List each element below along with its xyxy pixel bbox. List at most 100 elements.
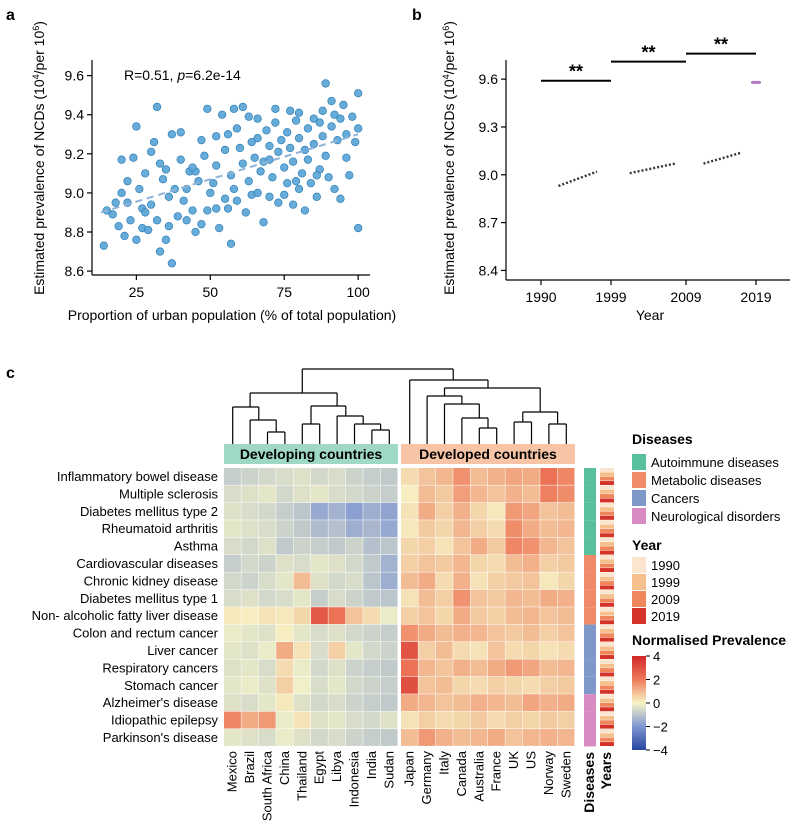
scatter-point [312,192,321,201]
heatmap-cell [488,729,505,746]
heatmap-cell [258,676,276,694]
heatmap-cell [328,537,346,555]
panel-b-y-tick-label: 9.3 [479,119,499,135]
heatmap-cell [276,711,294,729]
row-label: Cardiovascular diseases [76,556,218,571]
scatter-point [274,198,283,207]
heatmap-cell [401,676,418,694]
scatter-point [297,169,307,178]
scatter-point [327,122,336,131]
year-cell [600,628,614,633]
legend-label-y2009: 2009 [651,592,680,607]
scatter-point [200,151,209,160]
year-cell [600,659,614,664]
panel-a-scatter: Estimated prevalence of NCDs (104/per 10… [31,21,396,323]
row-label: Asthma [174,539,219,554]
scatter-point [303,124,313,133]
heatmap-cell [540,555,558,572]
panel-a-x-tick-label: 25 [129,284,145,300]
panel-a-annotation: R=0.51, p=6.2e-14 [124,67,241,83]
heatmap-cell [505,468,523,485]
scatter-point [253,134,262,143]
panel-a-x-ticks: 25 50 75 100 [129,275,370,300]
heatmap-cell [380,502,398,520]
row-label: Colon and rectum cancer [73,626,219,641]
panel-b-xlabel: Year [636,307,665,323]
year-cell [600,515,614,520]
year-cell [600,559,614,564]
heatmap-cell [293,676,311,694]
scatter-point [161,235,171,244]
heatmap-cell [276,589,294,607]
scatter-point [285,143,295,153]
panel-a-y-tick-label: 8.6 [65,263,85,279]
heatmap-cell [470,589,488,607]
heatmap-cell [241,711,259,729]
panel-b-x-tick-label: 1999 [595,289,626,305]
panel-a-y-tick-label: 9.4 [65,107,85,123]
year-cell [600,485,614,490]
scatter-point [232,196,242,205]
panel-a-x-tick-label: 100 [346,284,370,300]
scatter-point [217,110,227,119]
panel-label-a: a [6,7,15,24]
heatmap-cell [224,676,241,694]
heatmap-cell [505,502,523,520]
row-label: Non- alcoholic fatty liver disease [32,608,218,623]
heatmap-cell [453,520,471,538]
heatmap-cell [488,607,505,625]
year-cell [600,507,614,512]
column-label: Libya [329,750,344,782]
scatter-point [294,134,304,143]
heatmap-cell [258,659,276,677]
heatmap-cell [488,502,505,520]
scatter-point [167,259,177,268]
year-cell [600,568,614,572]
heatmap-cell [224,537,241,555]
heatmap-cell [488,485,505,503]
panel-b-series-line [629,162,675,175]
heatmap-cell [401,624,418,642]
heatmap-cell [470,468,488,485]
heatmap-cell [363,711,381,729]
legend-scale-tick-label: −4 [653,743,668,758]
scatter-point [330,110,339,119]
row-label: Chronic kidney disease [84,573,218,588]
scatter-point [321,151,330,160]
row-label: Diabetes mellitus type 1 [80,591,218,606]
heatmap-cell [435,468,453,485]
year-cell [600,611,614,616]
disease-class-cell [584,624,596,642]
heatmap-cell [293,572,311,590]
year-cell [600,646,614,651]
heatmap-cell [488,537,505,555]
heatmap-cell [380,659,398,677]
scatter-point [226,239,236,248]
heatmap-cell [505,572,523,590]
panel-a-ylabel: Estimated prevalence of NCDs (104/per 10… [31,21,47,295]
heatmap-cell [505,659,523,677]
heatmap-cell [328,589,346,607]
panel-a-y-tick-label: 9.2 [65,146,85,162]
heatmap-cell [258,502,276,520]
year-cell [600,737,614,742]
year-cell [600,585,614,590]
heatmap-cell [258,485,276,503]
heatmap-cell [418,694,436,712]
scatter-point [259,218,268,227]
scatter-point [188,163,197,172]
disease-class-cell [584,589,596,608]
heatmap-cell [276,572,294,590]
heatmap-cell [224,642,241,659]
scatter-point [155,159,165,168]
year-cell [600,572,614,577]
panel-a-points [99,79,363,268]
scatter-point [235,143,245,153]
heatmap-cell [453,555,471,572]
heatmap-cell [380,729,398,746]
disease-class-cell [584,572,596,590]
heatmap-cell [401,711,418,729]
scatter-point [173,212,182,221]
heatmap-cell [418,502,436,520]
